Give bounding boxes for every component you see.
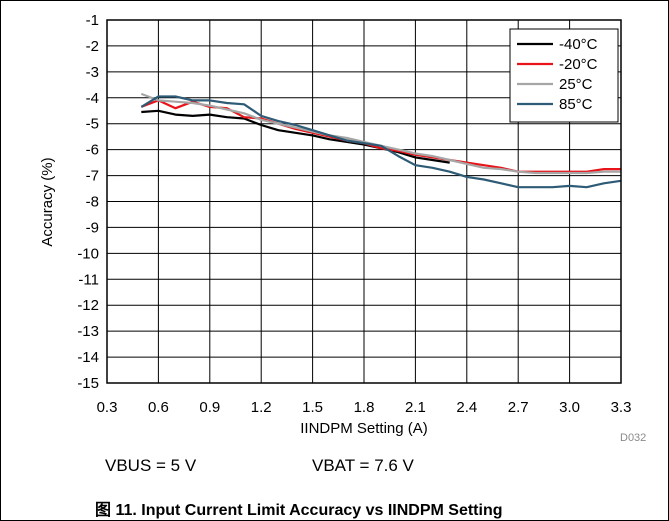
y-tick-label: -1 — [86, 12, 99, 29]
x-axis-title: IINDPM Setting (A) — [300, 420, 428, 437]
x-tick-label: 0.3 — [97, 399, 118, 416]
legend-label: -40°C — [559, 36, 598, 53]
y-tick-labels: -1 -2 -3 -4 -5 -6 -7 -8 -9 -10 -11 -12 -13 -14 -15 — [77, 12, 99, 392]
series-line-4 — [140, 95, 622, 189]
x-tick-label: 0.6 — [148, 399, 169, 416]
x-tick-label: 2.1 — [405, 399, 426, 416]
x-tick-label: 3.0 — [559, 399, 580, 416]
figure-caption: 图 11. Input Current Limit Accuracy vs II… — [95, 502, 503, 519]
x-tick-label: 2.4 — [456, 399, 477, 416]
y-tick-label: -12 — [77, 297, 99, 314]
y-tick-label: -9 — [86, 219, 99, 236]
y-tick-label: -8 — [86, 194, 99, 211]
figure-id: D032 — [620, 432, 647, 444]
x-tick-label: 2.7 — [508, 399, 529, 416]
y-axis-title: Accuracy (%) — [39, 157, 56, 246]
legend: -40°C -20°C 25°C 85°C — [509, 28, 619, 123]
x-tick-labels: 0.3 0.6 0.9 1.2 1.5 1.8 2.1 2.4 2.7 3.0 3.3 — [97, 399, 632, 416]
y-tick-label: -6 — [86, 142, 99, 159]
legend-label: -20°C — [559, 56, 598, 73]
vbus-condition: VBUS = 5 V — [105, 456, 197, 475]
y-tick-label: -4 — [86, 90, 99, 107]
y-tick-label: -15 — [77, 375, 99, 392]
x-tick-label: 0.9 — [199, 399, 220, 416]
series-line-1 — [141, 109, 450, 164]
y-tick-label: -11 — [78, 271, 99, 288]
series-group — [140, 92, 622, 189]
vbat-condition: VBAT = 7.6 V — [312, 456, 414, 475]
x-tick-label: 1.5 — [302, 399, 323, 416]
y-tick-label: -10 — [77, 245, 99, 262]
plot-area-border — [106, 19, 622, 384]
legend-label: 85°C — [559, 96, 593, 113]
test-conditions: VBUS = 5 V VBAT = 7.6 V — [105, 456, 414, 476]
x-tick-label: 1.2 — [251, 399, 272, 416]
y-tick-label: -7 — [86, 168, 99, 185]
y-tick-label: -13 — [77, 323, 99, 340]
y-tick-label: -3 — [86, 64, 99, 81]
y-tick-label: -14 — [77, 349, 99, 366]
legend-label: 25°C — [559, 76, 593, 93]
x-tick-label: 3.3 — [611, 399, 632, 416]
y-tick-label: -5 — [86, 116, 99, 133]
y-tick-label: -2 — [86, 38, 99, 55]
x-tick-label: 1.8 — [354, 399, 375, 416]
